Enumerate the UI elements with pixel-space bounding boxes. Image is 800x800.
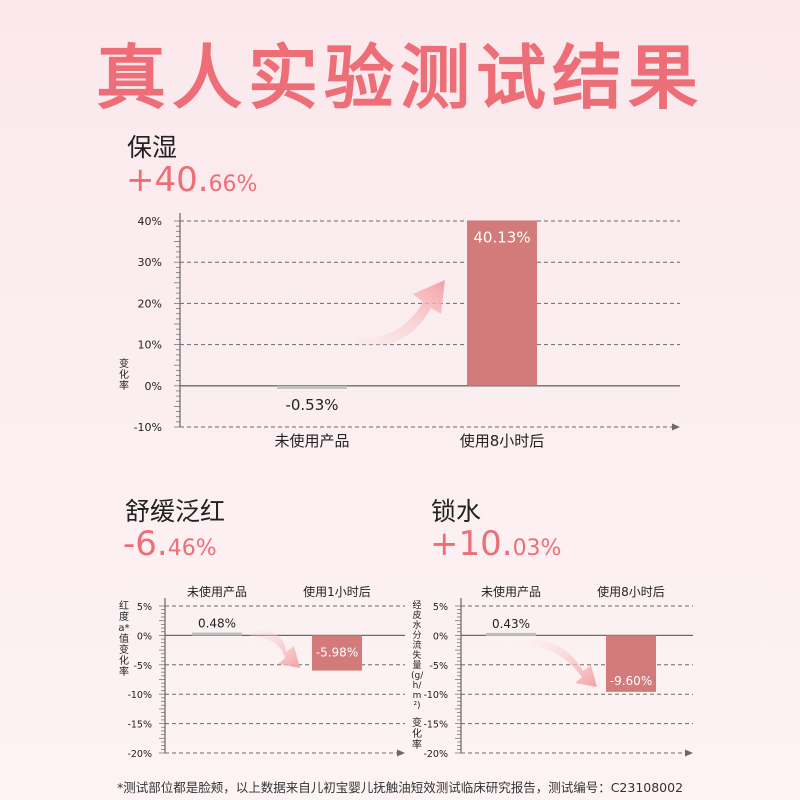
- bar-before: [486, 632, 536, 636]
- tick-label: -5%: [430, 661, 449, 672]
- category-label: 使用8小时后: [597, 584, 665, 599]
- tick-label: -5%: [134, 661, 153, 672]
- water-lock-ylabel-2: 变化率: [412, 718, 422, 751]
- moisturizing-title: 保湿: [127, 133, 178, 162]
- water-lock-ylabel: 经皮水分流失量(g/h/m²): [411, 601, 424, 711]
- water-lock-chart: 5% 0% -5% -10% -15% -20% 0.43% 未使用产品 -9.60% 使用8小时…: [423, 584, 693, 760]
- category-label: 使用1小时后: [303, 584, 371, 599]
- redness-title: 舒缓泛红: [125, 497, 226, 526]
- category-label: 未使用产品: [274, 432, 349, 450]
- data-label: 0.48%: [198, 617, 236, 631]
- category-label: 未使用产品: [481, 584, 541, 599]
- trend-arrow-icon: [530, 639, 597, 687]
- redness-ylabel: 红度a*值变化率: [118, 601, 130, 678]
- bar-after: [606, 635, 656, 692]
- tick-label: 5%: [137, 602, 152, 613]
- category-label: 未使用产品: [187, 584, 247, 599]
- x-axis-arrow: [685, 749, 693, 757]
- tick-label: -20%: [423, 749, 448, 760]
- tick-label: 0%: [145, 380, 162, 393]
- data-label: 0.43%: [492, 617, 530, 631]
- tick-label: 40%: [138, 215, 162, 228]
- redness-chart: 5% 0% -5% -10% -15% -20% 0.48% 未使用产品 -5.98% 使用1小时…: [127, 584, 405, 760]
- redness-headline: -6.46%: [123, 524, 217, 564]
- bar-before: [277, 385, 347, 389]
- tick-label: 20%: [138, 297, 162, 310]
- tick-label: -15%: [127, 720, 152, 731]
- tick-label: 0%: [433, 631, 448, 642]
- tick-label: -10%: [127, 690, 152, 701]
- tick-label: -20%: [127, 749, 152, 760]
- page-title: 真人实验测试结果: [96, 37, 704, 119]
- x-axis-arrow: [672, 423, 680, 431]
- tick-label: 0%: [137, 631, 152, 642]
- trend-arrow-icon: [250, 629, 300, 668]
- moisturizing-headline: +40.66%: [126, 160, 258, 200]
- moisturizing-ylabel: 变化率: [119, 359, 129, 392]
- data-label: 40.13%: [473, 228, 530, 246]
- water-lock-headline: +10.03%: [430, 524, 562, 564]
- category-label: 使用8小时后: [460, 432, 545, 450]
- tick-label: 30%: [138, 256, 162, 269]
- tick-label: 10%: [138, 339, 162, 352]
- data-label: -0.53%: [285, 396, 338, 414]
- bar-after: [312, 635, 362, 671]
- water-lock-title: 锁水: [431, 497, 482, 526]
- bar-before: [192, 632, 242, 636]
- trend-arrow-icon: [355, 280, 445, 346]
- x-axis-arrow: [397, 749, 405, 757]
- tick-label: -10%: [134, 421, 162, 434]
- tick-label: -10%: [423, 690, 448, 701]
- footnote: *测试部位都是脸颊，以上数据来自儿初宝婴儿抚触油短效测试临床研究报告，测试编号：…: [116, 780, 684, 795]
- tick-label: -15%: [423, 720, 448, 731]
- tick-label: 5%: [433, 602, 448, 613]
- data-label: -5.98%: [316, 646, 358, 660]
- moisturizing-chart: 40% 30% 20% 10% 0% -10% -0.53% 未使用产品 40.13% 使用8小时…: [134, 213, 680, 450]
- data-label: -9.60%: [610, 674, 652, 688]
- bar-after: [467, 220, 537, 386]
